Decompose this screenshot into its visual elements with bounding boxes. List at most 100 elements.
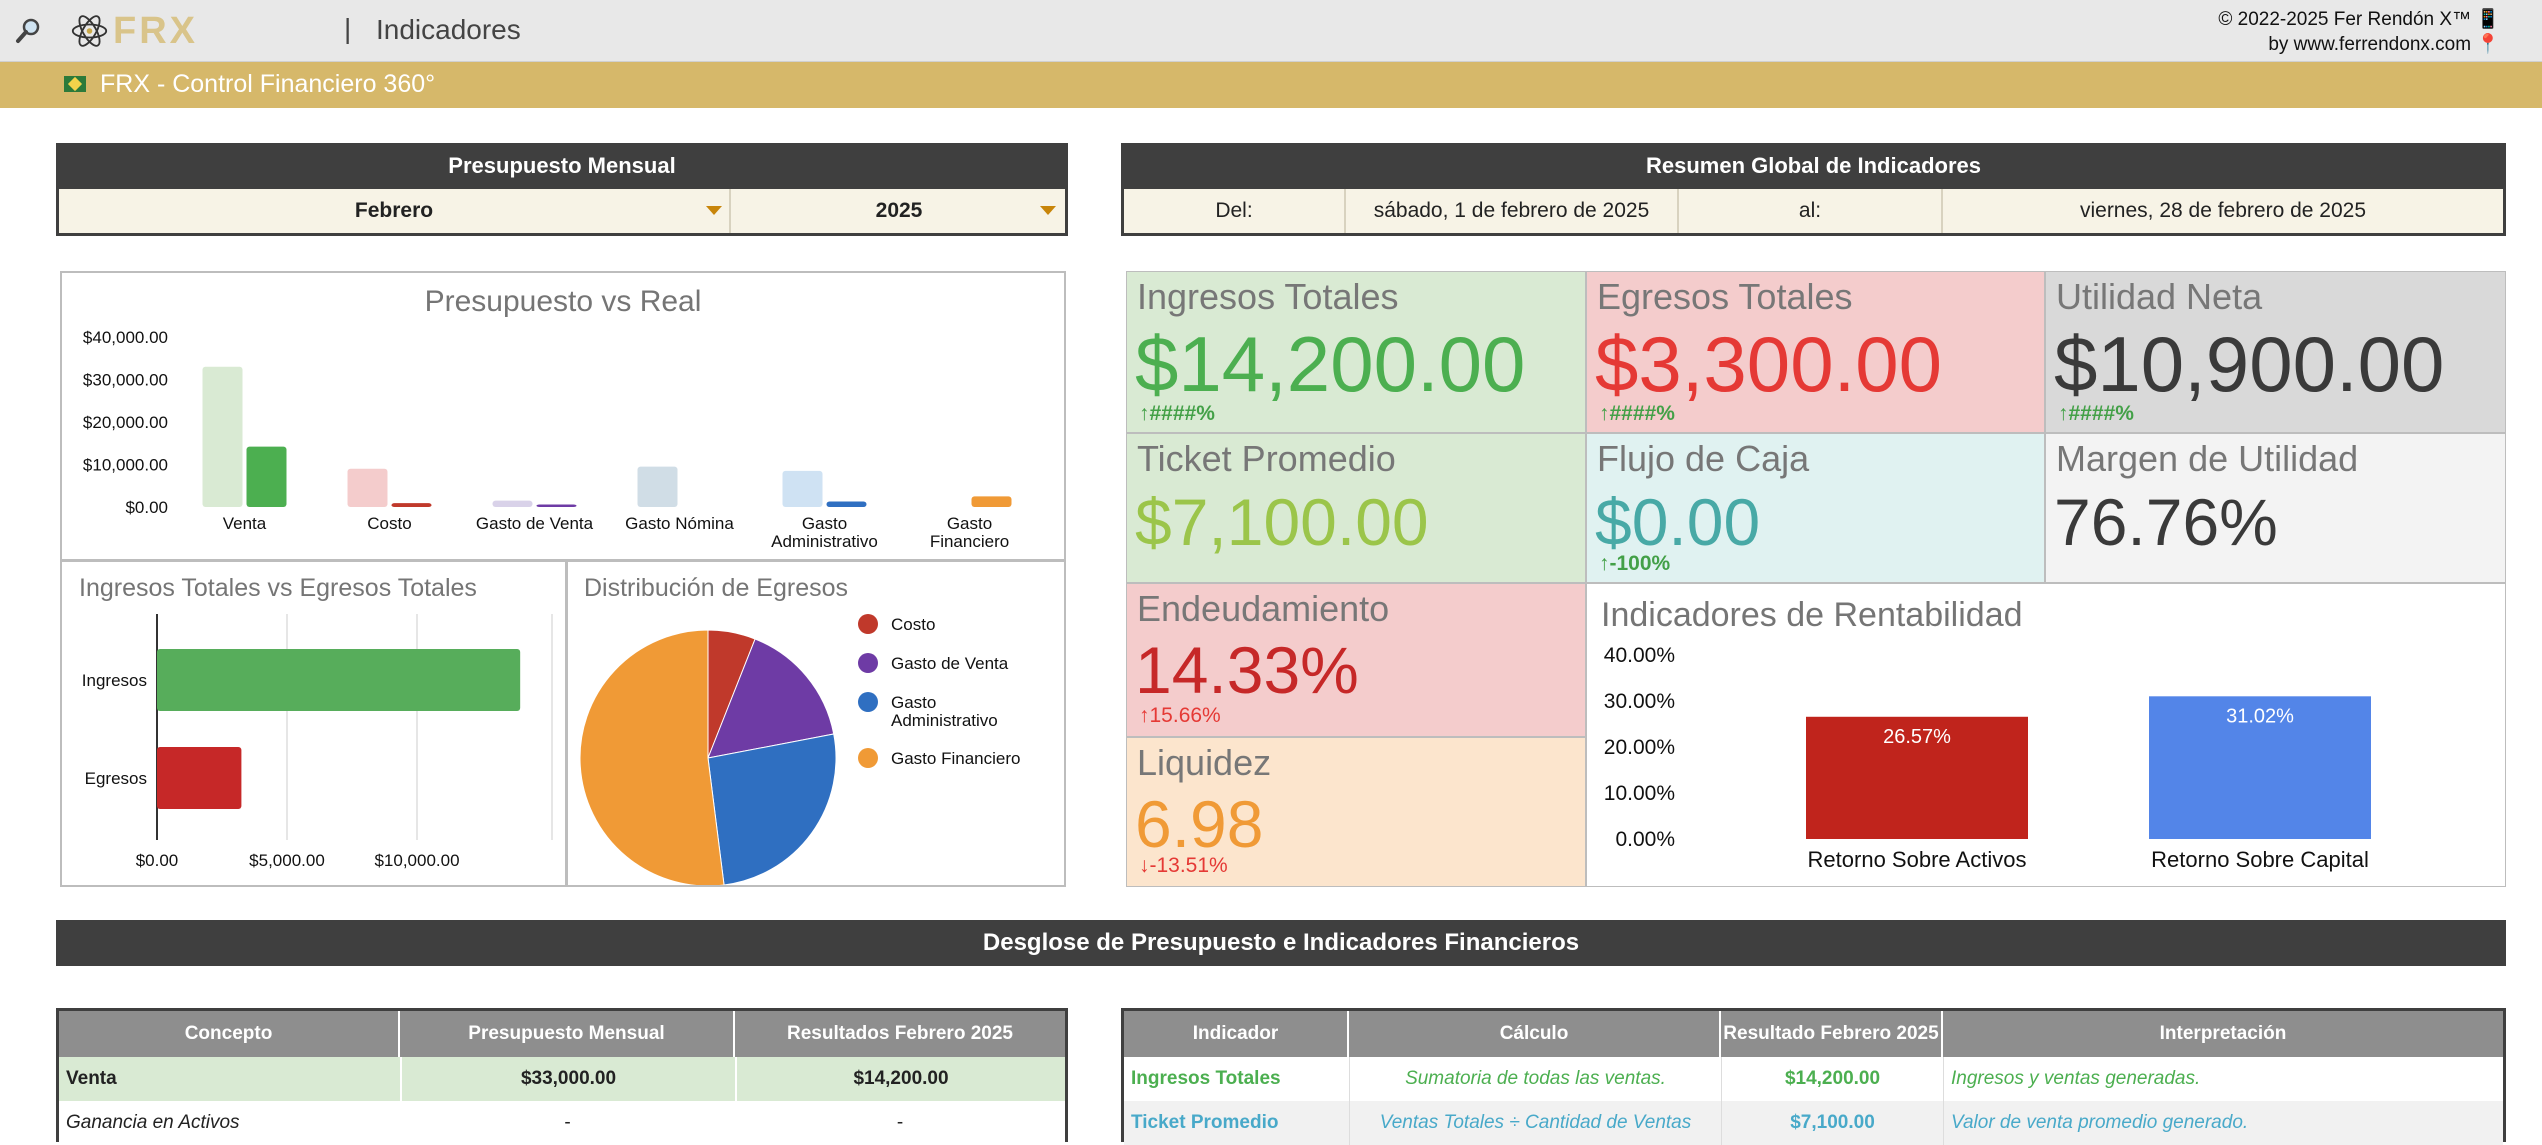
year-dropdown-icon[interactable] (1040, 206, 1056, 215)
delta-value: ####% (1609, 402, 1675, 425)
y-tick-label: $20,000.00 (83, 413, 168, 432)
x-tick-label: Retorno Sobre Capital (2151, 847, 2369, 872)
kpi-flujo-de-caja: Flujo de Caja $0.00 ↑-100% (1586, 433, 2045, 583)
bar (391, 503, 432, 507)
kpi-value: 14.33% (1135, 633, 1359, 707)
data-label: 26.57% (1883, 726, 1951, 748)
presupuesto-header: Presupuesto Mensual (56, 143, 1068, 189)
year-select[interactable]: 2025 (733, 189, 1065, 233)
bar (782, 470, 823, 507)
column-header: Presupuesto Mensual (400, 1011, 735, 1057)
month-select[interactable]: Febrero (59, 189, 731, 233)
x-tick-label: $5,000.00 (249, 851, 325, 870)
income-expense-bar-chart: Ingresos Egresos $0.00 $5,000.00 $10,000.00 (82, 614, 553, 870)
table-cell: Sumatoria de todas las ventas. (1349, 1057, 1721, 1101)
search-icon[interactable] (14, 16, 44, 46)
title-separator: | (344, 13, 352, 44)
legend-marker (858, 653, 878, 673)
x-tick-label: Costo (367, 514, 411, 533)
table-cell: Ingresos y ventas generadas. (1943, 1057, 2503, 1101)
table-row: Venta $33,000.00 $14,200.00 (59, 1057, 1065, 1101)
kpi-ingresos-totales: Ingresos Totales $14,200.00 ↑####% (1126, 271, 1586, 433)
end-date[interactable]: viernes, 28 de febrero de 2025 (2079, 199, 2367, 222)
table-cell: $33,000.00 (400, 1057, 735, 1101)
kpi-ticket-promedio: Ticket Promedio $7,100.00 (1126, 433, 1586, 583)
y-tick-label: 20.00% (1604, 736, 1675, 759)
kpi-value: $7,100.00 (1135, 485, 1429, 559)
bar (2149, 696, 2371, 839)
x-tick-label: $0.00 (136, 851, 179, 870)
presupuesto-vs-real-chart: Presupuesto vs Real $40,000.00 $30,000.00… (60, 271, 1066, 561)
kpi-delta: ↑####% (1139, 402, 1215, 426)
kpi-value: $10,900.00 (2054, 320, 2445, 408)
kpi-delta: ↑####% (1599, 402, 1675, 426)
bar (637, 466, 678, 507)
kpi-value: $14,200.00 (1135, 320, 1526, 408)
x-tick-label: Administrativo (771, 532, 878, 551)
y-tick-label: $0.00 (125, 498, 168, 517)
y-tick-label: Ingresos (82, 671, 147, 690)
bar (157, 747, 242, 809)
logo-text: FRX (113, 9, 198, 52)
arrow-down-icon: ↓ (1139, 854, 1150, 877)
pie-slice (707, 638, 835, 759)
x-tick-label: Venta (223, 514, 267, 533)
kpi-utilidad-neta: Utilidad Neta $10,900.00 ↑####% (2045, 271, 2506, 433)
budget-bar-chart: $40,000.00 $30,000.00 $20,000.00 $10,000.00… (83, 328, 1012, 551)
delta-value: ####% (1149, 402, 1215, 425)
table-cell: $14,200.00 (735, 1057, 1065, 1101)
table-cell: - (564, 1112, 571, 1133)
desglose-header: Desglose de Presupuesto e Indicadores Fi… (56, 920, 2506, 966)
table-cell: $7,100.00 (1721, 1101, 1943, 1145)
column-header: Interpretación (1943, 1011, 2503, 1057)
kpi-egresos-totales: Egresos Totales $3,300.00 ↑####% (1586, 271, 2045, 433)
legend-label: Gasto (891, 693, 936, 712)
flag-icon (64, 76, 86, 92)
bar (157, 649, 521, 711)
y-tick-label: 0.00% (1615, 828, 1675, 851)
kpi-label: Endeudamiento (1137, 588, 1390, 629)
y-tick-label: 30.00% (1604, 690, 1675, 713)
x-tick-label: Gasto (947, 514, 992, 533)
table-cell: - (896, 1112, 904, 1133)
delta-value: ####% (2068, 402, 2134, 425)
top-bar (0, 0, 2542, 62)
kpi-delta: ↑15.66% (1139, 704, 1221, 728)
y-tick-label: Egresos (85, 769, 147, 788)
bar (492, 500, 533, 507)
table-cell: Venta (66, 1068, 117, 1089)
kpi-margen-de-utilidad: Margen de Utilidad 76.76% (2045, 433, 2506, 583)
byline-link[interactable]: by www.ferrendonx.com 📍 (2268, 34, 2500, 55)
distribucion-egresos-chart: Distribución de Egresos Costo Gasto de Ve… (566, 560, 1066, 887)
table-row: Ganancia en Activos - - (59, 1101, 1065, 1145)
chart-title: Distribución de Egresos (584, 574, 849, 602)
start-date[interactable]: sábado, 1 de febrero de 2025 (1346, 189, 1679, 233)
month-dropdown-icon[interactable] (706, 206, 722, 215)
y-tick-label: $40,000.00 (83, 328, 168, 347)
resumen-header: Resumen Global de Indicadores (1121, 143, 2506, 189)
kpi-label: Flujo de Caja (1597, 438, 1810, 479)
del-label: Del: (1124, 189, 1346, 233)
arrow-up-icon: ↑ (1599, 552, 1610, 575)
legend-label: Administrativo (891, 711, 998, 730)
x-tick-label: $10,000.00 (374, 851, 459, 870)
rentabilidad-chart: Indicadores de Rentabilidad 40.00% 30.00%… (1586, 583, 2506, 887)
kpi-label: Egresos Totales (1597, 276, 1853, 317)
presupuesto-selectors (56, 189, 1068, 236)
frx-logo: FRX (70, 6, 198, 56)
x-tick-label: Financiero (930, 532, 1009, 551)
data-label: 31.02% (2226, 705, 2294, 727)
indicator-table: Indicador Cálculo Resultado Febrero 2025… (1121, 1008, 2506, 1145)
legend-label: Gasto Financiero (891, 749, 1020, 768)
bar (1806, 716, 2028, 839)
banner (0, 62, 2542, 108)
legend-marker (858, 614, 878, 634)
table-row: Ticket Promedio Ventas Totales ÷ Cantida… (1124, 1101, 2503, 1145)
kpi-value: 6.98 (1135, 787, 1264, 861)
kpi-label: Margen de Utilidad (2056, 438, 2359, 479)
arrow-up-icon: ↑ (1139, 704, 1150, 727)
arrow-up-icon: ↑ (1139, 402, 1150, 425)
banner-title: FRX - Control Financiero 360° (100, 70, 436, 98)
kpi-value: 76.76% (2054, 485, 2278, 559)
